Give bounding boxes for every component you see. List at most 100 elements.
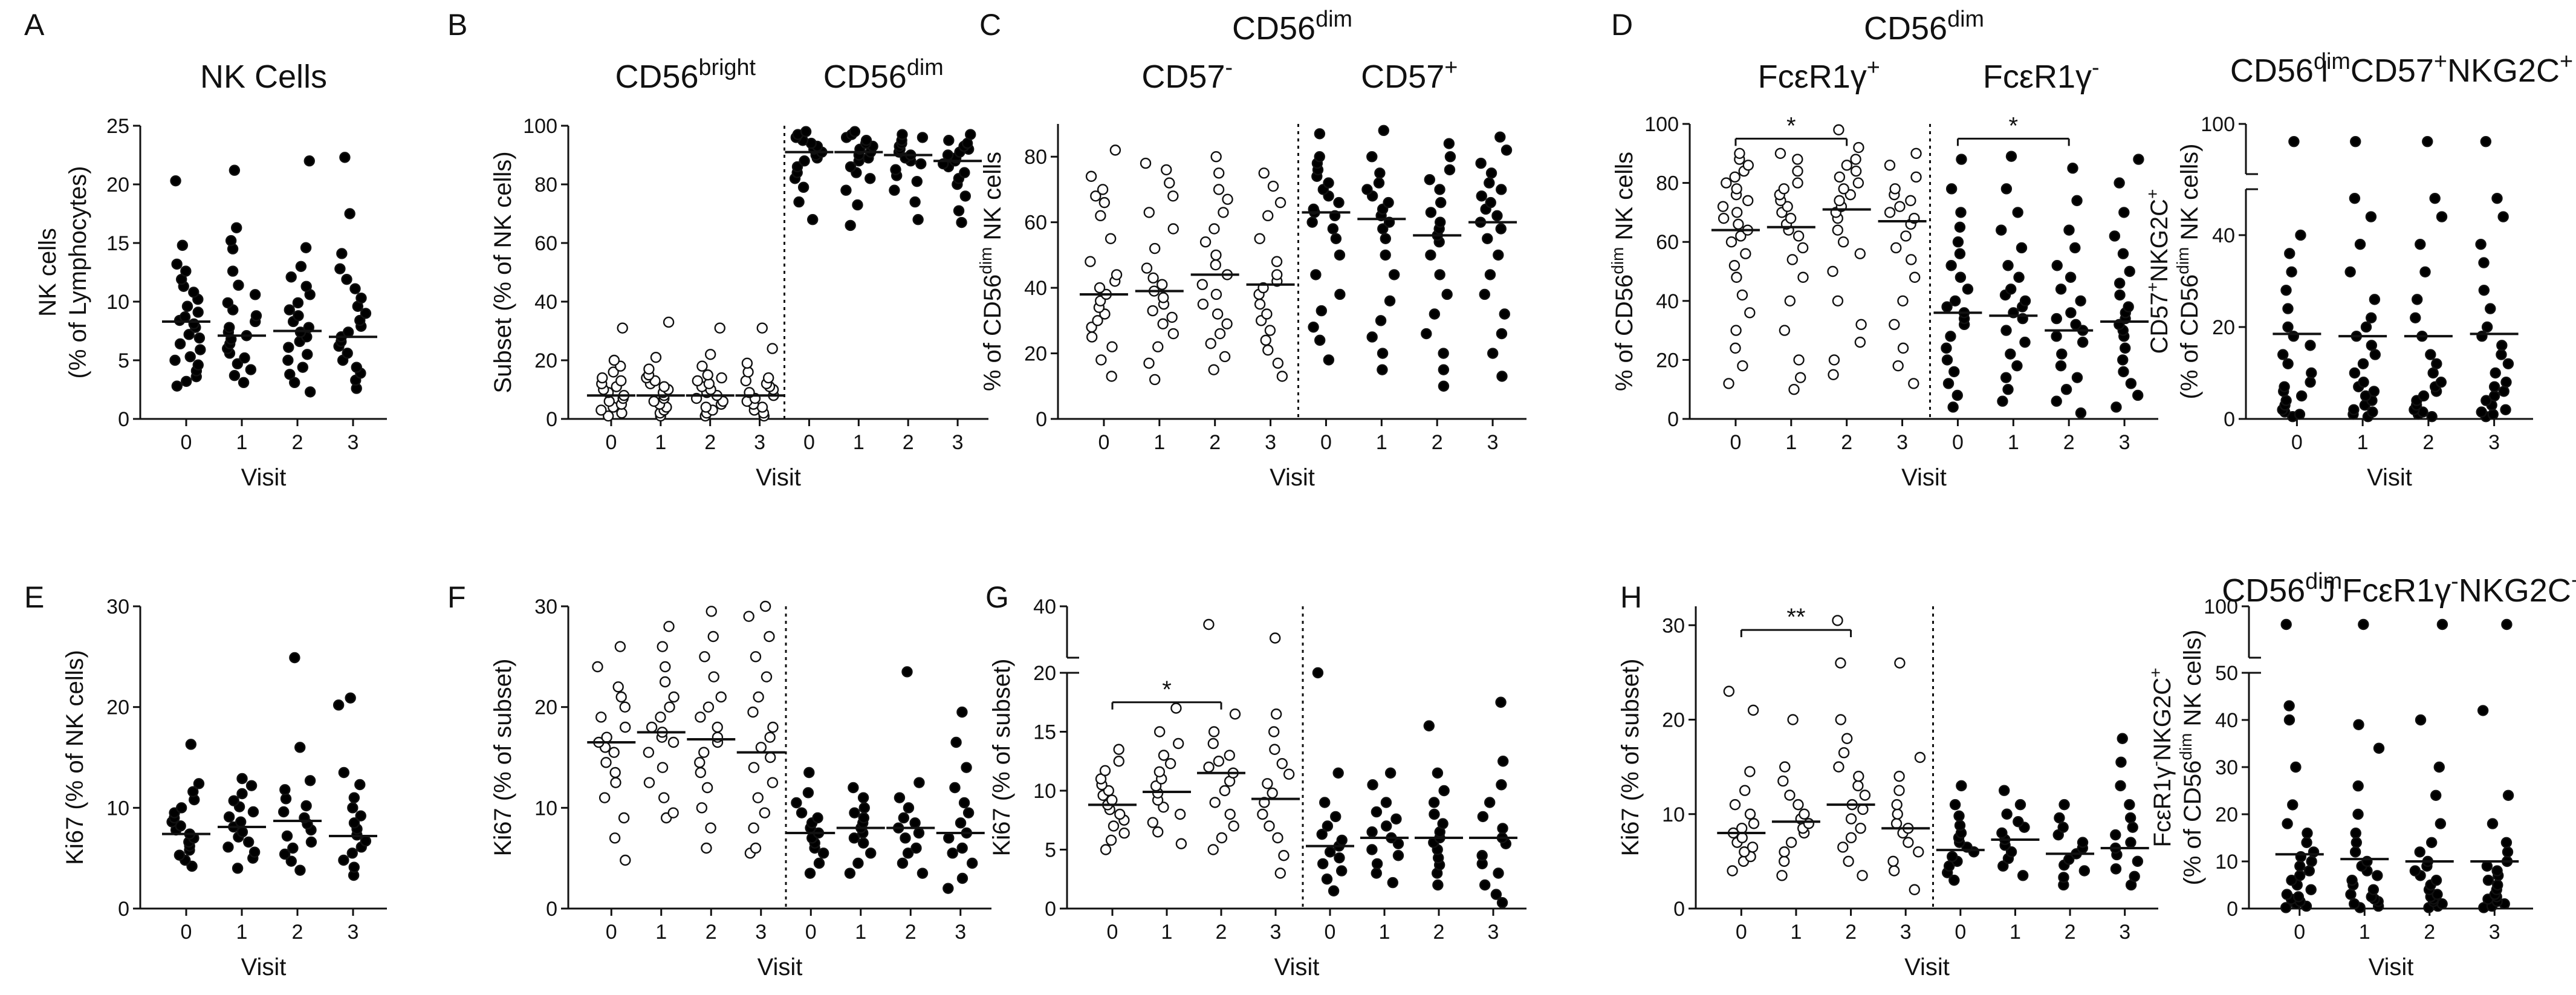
data-point (1731, 207, 1743, 218)
data-point (1377, 223, 1389, 235)
data-point (961, 762, 972, 773)
data-point (186, 860, 198, 872)
data-point (1208, 726, 1220, 737)
data-point (2366, 340, 2378, 351)
data-point (1085, 256, 1096, 267)
data-point (791, 161, 803, 173)
data-point (339, 152, 351, 163)
data-point (1893, 785, 1905, 796)
data-point (2430, 874, 2442, 886)
data-point (1390, 813, 1402, 825)
data-point (1951, 389, 1963, 401)
x-tick-label: 0 (803, 431, 815, 454)
data-point (1942, 378, 1955, 389)
data-point (2051, 331, 2062, 342)
data-point (2350, 135, 2361, 147)
y-tick-label: 100 (1644, 113, 1679, 136)
data-point (297, 361, 308, 373)
data-point (1962, 284, 1974, 295)
data-point (1111, 269, 1123, 280)
y-axis-label: Ki67 (% of NK cells) (62, 650, 88, 865)
data-point (1443, 138, 1455, 149)
panel-letter: J (2320, 574, 2335, 608)
data-point (764, 751, 776, 763)
group-label-part: FcεR1γ (1758, 59, 1867, 95)
data-point (1837, 236, 1849, 248)
data-point (2070, 319, 2081, 331)
data-point (2051, 395, 2062, 407)
data-point (236, 773, 248, 785)
data-point (1729, 799, 1741, 811)
data-point (617, 322, 628, 334)
data-point (764, 731, 776, 743)
data-point (2305, 884, 2317, 896)
data-point (1106, 341, 1118, 352)
data-point (295, 261, 307, 272)
data-point (1728, 260, 1741, 271)
data-point (222, 841, 234, 853)
data-point (1956, 154, 1967, 165)
data-point (1319, 797, 1331, 808)
data-point (1105, 233, 1117, 244)
panel-E: E 0 10 20 30 0 1 2 3 Visit Ki67 (% of NK cells) (24, 580, 387, 980)
data-point (2295, 229, 2306, 241)
data-point (912, 214, 924, 225)
group-label-part: dim (907, 55, 944, 80)
data-point (608, 366, 619, 378)
data-point (1371, 867, 1382, 879)
data-point (901, 666, 913, 678)
data-point (959, 190, 972, 202)
data-point (236, 826, 248, 838)
x-tick-label: 3 (755, 921, 767, 944)
panel-title-part: + (2560, 49, 2573, 74)
data-point (1262, 778, 1273, 789)
data-point (2427, 367, 2439, 379)
data-point (1366, 151, 1378, 163)
y-axis-label-part: FcεR1γ (2149, 767, 2176, 847)
data-point (1838, 747, 1850, 759)
data-point (1723, 685, 1735, 697)
x-tick-label: 0 (1736, 921, 1747, 944)
x-tick-label: 2 (1209, 431, 1221, 454)
data-point (2490, 367, 2501, 379)
y-tick-label: 20 (1024, 343, 1047, 366)
x-tick-label: 2 (704, 431, 716, 454)
data-point (188, 287, 200, 298)
data-point (245, 364, 257, 375)
data-point (2286, 874, 2297, 886)
x-axis-label: Visit (1901, 464, 1947, 491)
x-tick-label: 1 (1161, 921, 1173, 944)
data-point (1140, 157, 1152, 169)
panel-title: CD56dimFcεR1γ-NKG2C+ (2222, 569, 2576, 609)
data-point (1850, 154, 1861, 165)
data-point (1479, 288, 1490, 300)
data-point (1845, 813, 1857, 825)
data-point (1377, 348, 1389, 359)
data-point (2354, 238, 2366, 250)
data-point (1945, 331, 1956, 342)
data-point (1106, 371, 1117, 382)
data-point (2058, 872, 2069, 883)
data-point (1157, 318, 1169, 329)
panel-title-part: FcεR1γ (2342, 572, 2451, 609)
data-point (1100, 844, 1112, 855)
data-point (2000, 325, 2012, 336)
data-point (174, 338, 186, 350)
data-point (1897, 342, 1909, 354)
data-point (595, 404, 607, 416)
y-axis-label: (% of CD56dim NK cells) (2173, 143, 2204, 399)
y-axis-label-part: % of CD56 (979, 274, 1006, 391)
y-tick-label: 25 (106, 115, 129, 138)
data-point (354, 779, 366, 791)
x-tick-label: 3 (754, 431, 765, 454)
data-point (1384, 767, 1397, 779)
data-point (1444, 164, 1456, 176)
y-axis-label-part: NKG2C (2146, 199, 2173, 282)
data-point (305, 836, 317, 848)
data-point (2350, 827, 2361, 839)
data-point (1833, 124, 1844, 135)
panel-title-part: dim (2314, 49, 2351, 74)
data-point (2410, 312, 2421, 323)
x-tick-label: 3 (348, 431, 359, 454)
panel-title: CD56dim (1864, 7, 1984, 47)
